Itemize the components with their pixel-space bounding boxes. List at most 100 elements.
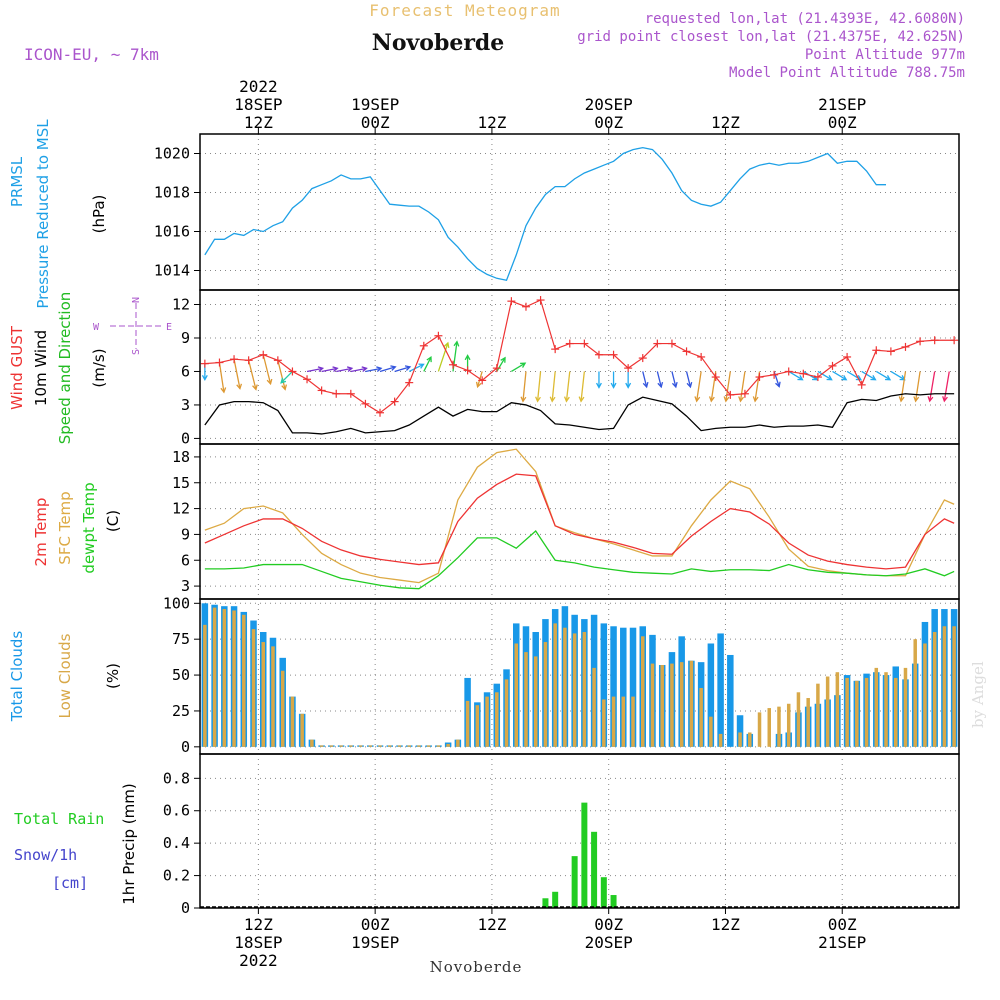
low-cloud-bar [602, 699, 606, 747]
wind-gust-marker [886, 347, 895, 356]
wind-arrow [578, 371, 586, 403]
wind-arrow-shaft [248, 360, 257, 390]
wind-arrow [625, 371, 632, 389]
wind-gust-marker [843, 352, 852, 361]
wind-arrow-head [475, 381, 482, 389]
wind-arrow-shaft [565, 371, 571, 402]
wind-arrow-head [775, 381, 781, 388]
wind-gust-marker [653, 339, 662, 348]
low-cloud-bar [572, 633, 577, 747]
location-title: Novoberde [372, 30, 505, 56]
top-date-label: 21SEP [818, 95, 866, 114]
wind-arrow [452, 340, 460, 372]
bottom-hour-label: 12Z [711, 915, 740, 934]
low-cloud-bar [465, 700, 470, 747]
wind-arrow-shaft [437, 342, 449, 372]
wind-arrow [875, 370, 892, 381]
wind-arrow-shaft [233, 359, 241, 389]
wind-gust-marker [711, 373, 720, 382]
wind-arrow-head [281, 384, 288, 391]
wind-gust-marker [901, 342, 910, 351]
wind-arrow [379, 365, 397, 373]
wind-gust-marker [916, 337, 925, 346]
total-cloud-bar [610, 626, 617, 747]
watermark: by Angel [969, 661, 987, 728]
wind-arrow-head [443, 341, 450, 349]
pressure-ytick-label: 1018 [154, 184, 190, 202]
wind-arrow [942, 371, 950, 403]
wind-gust-marker [638, 354, 647, 363]
wind-gust-marker [697, 352, 706, 361]
top-hour-label: 00Z [361, 113, 390, 132]
wind-arrow-head [686, 381, 693, 389]
low-cloud-bar [300, 713, 304, 747]
dewpt-temp-line [204, 529, 955, 590]
total-cloud-bar [620, 627, 627, 747]
wind-arrow-shaft [642, 371, 648, 388]
low-cloud-bar [816, 683, 820, 747]
wind-arrow [277, 360, 288, 391]
low-cloud-bar [417, 745, 421, 747]
rain-bar [610, 895, 617, 908]
low-cloud-bar [845, 677, 849, 747]
requested-coords: requested lon,lat (21.4393E, 42.6080N) [645, 11, 965, 27]
wind-gust-marker [755, 373, 764, 382]
low-cloud-bar [261, 642, 265, 747]
low-cloud-bar [952, 626, 956, 747]
total-cloud-bar [736, 715, 744, 747]
low-cloud-bar [553, 623, 557, 747]
top-hour-label: 12Z [711, 113, 740, 132]
wind-arrow-shaft [277, 360, 286, 390]
rain-bar [581, 802, 588, 908]
wind-ylabel: Wind GUST 10m Wind Speed and Direction (… [8, 292, 108, 445]
wind-arrow [671, 371, 678, 389]
wind-gust-marker [624, 364, 633, 373]
compass-rose: N S W E [93, 297, 172, 355]
wind-gust-marker [813, 373, 822, 382]
low-cloud-bar [777, 706, 781, 747]
low-cloud-bar [358, 745, 363, 747]
wind-gust-marker [565, 339, 574, 348]
low-cloud-bar [436, 745, 441, 747]
wind-arrow-shaft [890, 370, 905, 381]
rain-bar [600, 877, 607, 908]
low-cloud-bar [786, 703, 791, 747]
low-cloud-bar [251, 629, 256, 747]
wind-gust-marker [317, 386, 326, 395]
temperature-ytick-label: 15 [172, 474, 190, 492]
precip-yticks: 0 0.2 0.4 0.6 0.8 [163, 769, 200, 917]
wind-arrow-shaft [861, 370, 876, 381]
wind-gust-marker [376, 408, 385, 417]
wind-arrow-head [870, 375, 877, 381]
low-cloud-bar [271, 646, 275, 747]
ylabel-total-clouds: Total Clouds [8, 631, 26, 723]
wind-arrow [685, 371, 693, 389]
rain-bar [591, 831, 598, 908]
wind-arrow-head [708, 396, 715, 403]
bottom-hour-label: 00Z [594, 915, 623, 934]
low-cloud-bar [864, 677, 869, 747]
low-cloud-bar [495, 692, 499, 747]
low-cloud-bar [319, 745, 324, 747]
precip-bars [542, 802, 617, 908]
wind-gust-marker [726, 390, 735, 399]
precip-ytick-label: 0.4 [163, 834, 190, 852]
wind-gust-marker [361, 399, 370, 408]
pressure-grid [200, 134, 959, 290]
wind-arrow-head [927, 396, 934, 403]
wind-gust-marker [580, 339, 589, 348]
wind-gust-marker [346, 389, 355, 398]
wind-arrow-head [201, 374, 208, 382]
top-hour-label: 12Z [244, 113, 273, 132]
precip-grid [200, 754, 959, 909]
ylabel-precip: 1hr Precip (mm) [120, 783, 138, 904]
wind-arrow-head [418, 363, 425, 369]
total-cloud-bar [629, 627, 637, 747]
pressure-panel: PRMSL Pressure Reduced to MSL (hPa) 1014… [8, 119, 960, 309]
bottom-hour-label: 12Z [244, 915, 273, 934]
low-cloud-bar [563, 627, 567, 747]
wind-gust-marker [799, 369, 808, 378]
wind-arrow-head [855, 375, 862, 381]
wind-arrow-head [913, 396, 920, 403]
